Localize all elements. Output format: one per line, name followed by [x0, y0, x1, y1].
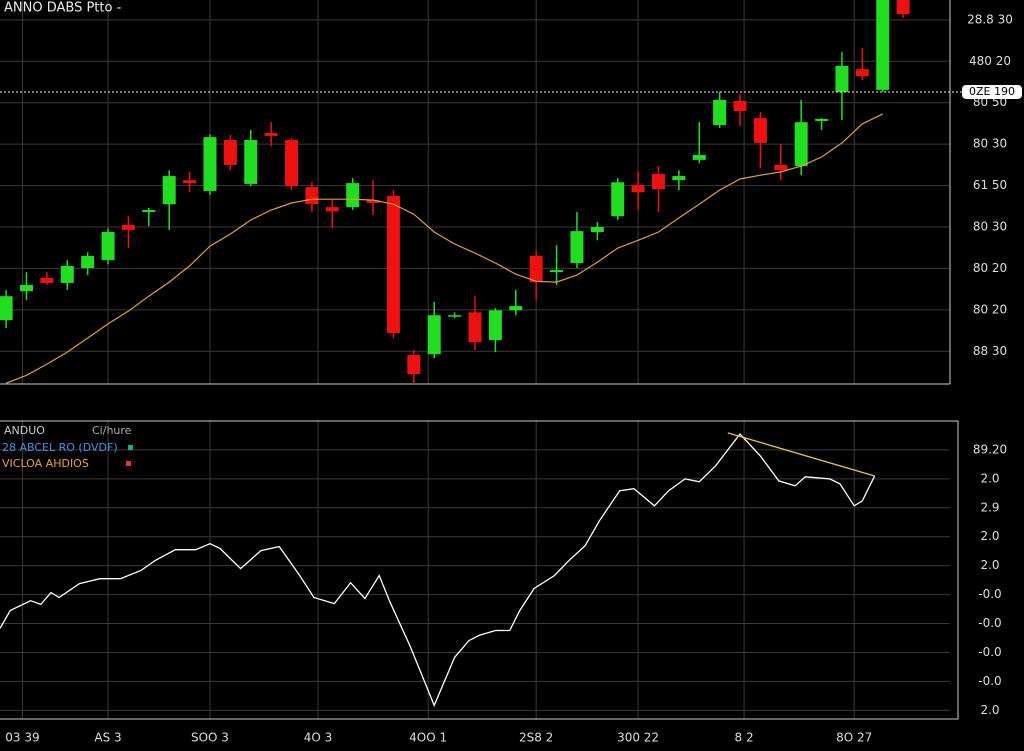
candle-body — [407, 355, 421, 375]
candle-body — [733, 101, 747, 112]
candle-body — [672, 176, 686, 181]
candle-body — [346, 183, 360, 208]
x-tick-label: 03 39 — [5, 731, 39, 745]
candle-body — [835, 65, 849, 92]
candle-body — [876, 0, 890, 90]
candle-body — [325, 207, 339, 212]
candle-body — [488, 310, 502, 341]
candle-body — [753, 118, 767, 143]
x-tick-label: 300 22 — [617, 731, 659, 745]
y-tick-label: 80 30 — [973, 220, 1007, 234]
y-tick-label: -0.0 — [978, 616, 1001, 630]
candle-body — [509, 306, 523, 311]
candle-body — [305, 187, 319, 205]
candle-body — [529, 256, 543, 283]
legend-entry: 28 ABCEL RO (DVDF) — [2, 441, 118, 454]
last-price-box — [962, 84, 1022, 99]
indicator-subtitle: Ci/hure — [92, 424, 132, 437]
candle-body — [590, 227, 604, 232]
candle-body — [794, 122, 808, 167]
candle-body — [713, 99, 727, 126]
y-tick-label: 89.20 — [973, 442, 1007, 456]
legend-icon — [126, 461, 131, 466]
y-tick-label: 2.9 — [980, 500, 999, 514]
candle-body — [611, 182, 625, 217]
y-tick-label: 80 30 — [973, 137, 1007, 151]
last-price-label: 0ZE 190 — [969, 85, 1015, 98]
candle-body — [815, 118, 829, 121]
y-tick-label: -0.0 — [978, 587, 1001, 601]
candle-body — [101, 231, 115, 261]
candle-body — [896, 0, 910, 15]
candle-body — [468, 312, 482, 343]
y-tick-label: -0.0 — [978, 645, 1001, 659]
y-tick-label: -0.0 — [978, 674, 1001, 688]
x-tick-label: 8O 27 — [836, 731, 872, 745]
candle-body — [121, 224, 135, 230]
candle-body — [570, 231, 584, 264]
candle-body — [203, 137, 217, 191]
candle-body — [0, 296, 13, 321]
y-tick-label: 2.0 — [980, 471, 999, 485]
candle-body — [244, 140, 258, 184]
x-tick-label: 8 2 — [735, 731, 754, 745]
y-tick-label: 480 20 — [969, 54, 1011, 68]
y-tick-label: 80 20 — [973, 302, 1007, 316]
candle-body — [183, 180, 197, 184]
candle-body — [448, 315, 462, 317]
x-tick-label: SOO 3 — [191, 731, 229, 745]
x-tick-label: 4OO 1 — [409, 731, 447, 745]
candle-body — [386, 195, 400, 334]
candle-body — [264, 132, 278, 136]
candle-body — [20, 284, 34, 292]
y-tick-label: 2.0 — [980, 558, 999, 572]
legend-entry: VICLOA AHDIOS — [2, 457, 89, 470]
indicator-line — [727, 432, 875, 477]
y-tick-label: 80 20 — [973, 261, 1007, 275]
candle-body — [162, 176, 176, 205]
candle-body — [774, 164, 788, 171]
x-tick-label: AS 3 — [94, 731, 121, 745]
chart-title: ANNO DABS Ptto - — [4, 1, 122, 16]
indicator-line — [0, 432, 876, 708]
lower-panel-border — [0, 420, 959, 720]
candle-body — [631, 185, 645, 193]
y-tick-label: 2.0 — [980, 529, 999, 543]
y-tick-label: 61 50 — [973, 178, 1007, 192]
candle-body — [285, 140, 299, 186]
candle-body — [550, 270, 564, 273]
candle-body — [142, 210, 156, 213]
moving-average — [5, 113, 883, 384]
x-tick-label: 4O 3 — [304, 731, 333, 745]
candle-body — [81, 256, 95, 269]
candle-body — [692, 154, 706, 160]
legend-icon — [128, 445, 133, 450]
y-tick-label: 28.8 30 — [967, 12, 1013, 26]
candle-body — [855, 69, 869, 77]
candle-body — [60, 265, 74, 283]
x-tick-label: 2S8 2 — [519, 731, 553, 745]
candle-body — [427, 315, 441, 355]
y-tick-label: 88 30 — [973, 344, 1007, 358]
candle-body — [366, 200, 380, 203]
y-tick-label: 2.0 — [980, 703, 999, 717]
indicator-title: ANDUO — [4, 424, 45, 437]
candle-body — [651, 173, 665, 190]
candle-body — [223, 140, 237, 165]
candle-body — [40, 277, 54, 283]
